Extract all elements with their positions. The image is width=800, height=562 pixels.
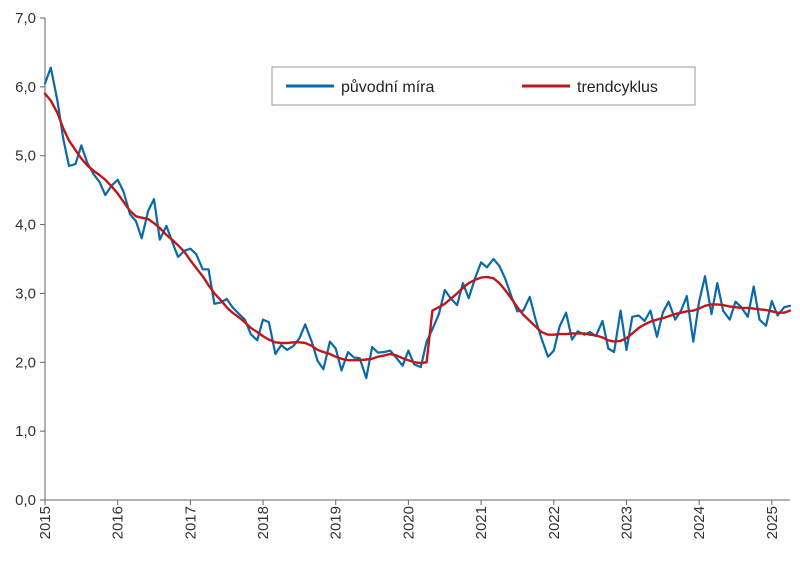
y-tick-label: 2,0 (15, 354, 36, 371)
y-tick-label: 3,0 (15, 285, 36, 302)
legend-box (271, 66, 696, 106)
x-axis: 2015 2016 2017 2018 2019 2020 2021 2022 2023 2024… (37, 499, 790, 539)
x-tick-label: 2018 (255, 506, 272, 539)
series-line-trendcyklus (43, 92, 792, 365)
x-tick-label: 2015 (37, 506, 54, 539)
x-tick-label: 2019 (328, 506, 345, 539)
x-tick-label: 2024 (691, 506, 708, 539)
y-tick-label: 6,0 (15, 79, 36, 96)
y-axis: 0,0 1,0 2,0 3,0 4,0 5,0 6,0 7,0 (15, 10, 46, 509)
y-tick-label: 7,0 (15, 10, 36, 27)
series-lines (43, 66, 792, 380)
y-tick-label: 1,0 (15, 423, 36, 440)
x-tick-label: 2016 (110, 506, 127, 539)
legend: původní míra trendcyklus (271, 66, 696, 106)
x-tick-label: 2023 (618, 506, 635, 539)
x-tick-label: 2022 (546, 506, 563, 539)
x-tick-label: 2020 (400, 506, 417, 539)
x-tick-label: 2025 (764, 506, 781, 539)
x-tick-label: 2017 (182, 506, 199, 539)
y-tick-label: 5,0 (15, 148, 36, 165)
x-tick-label: 2021 (473, 506, 490, 539)
legend-label-trendcyklus: trendcyklus (577, 79, 658, 96)
legend-label-puvodni-mira: původní míra (341, 78, 434, 96)
y-tick-label: 4,0 (15, 217, 36, 234)
y-tick-label: 0,0 (15, 492, 36, 509)
series-line-puvodni-mira (43, 66, 792, 380)
